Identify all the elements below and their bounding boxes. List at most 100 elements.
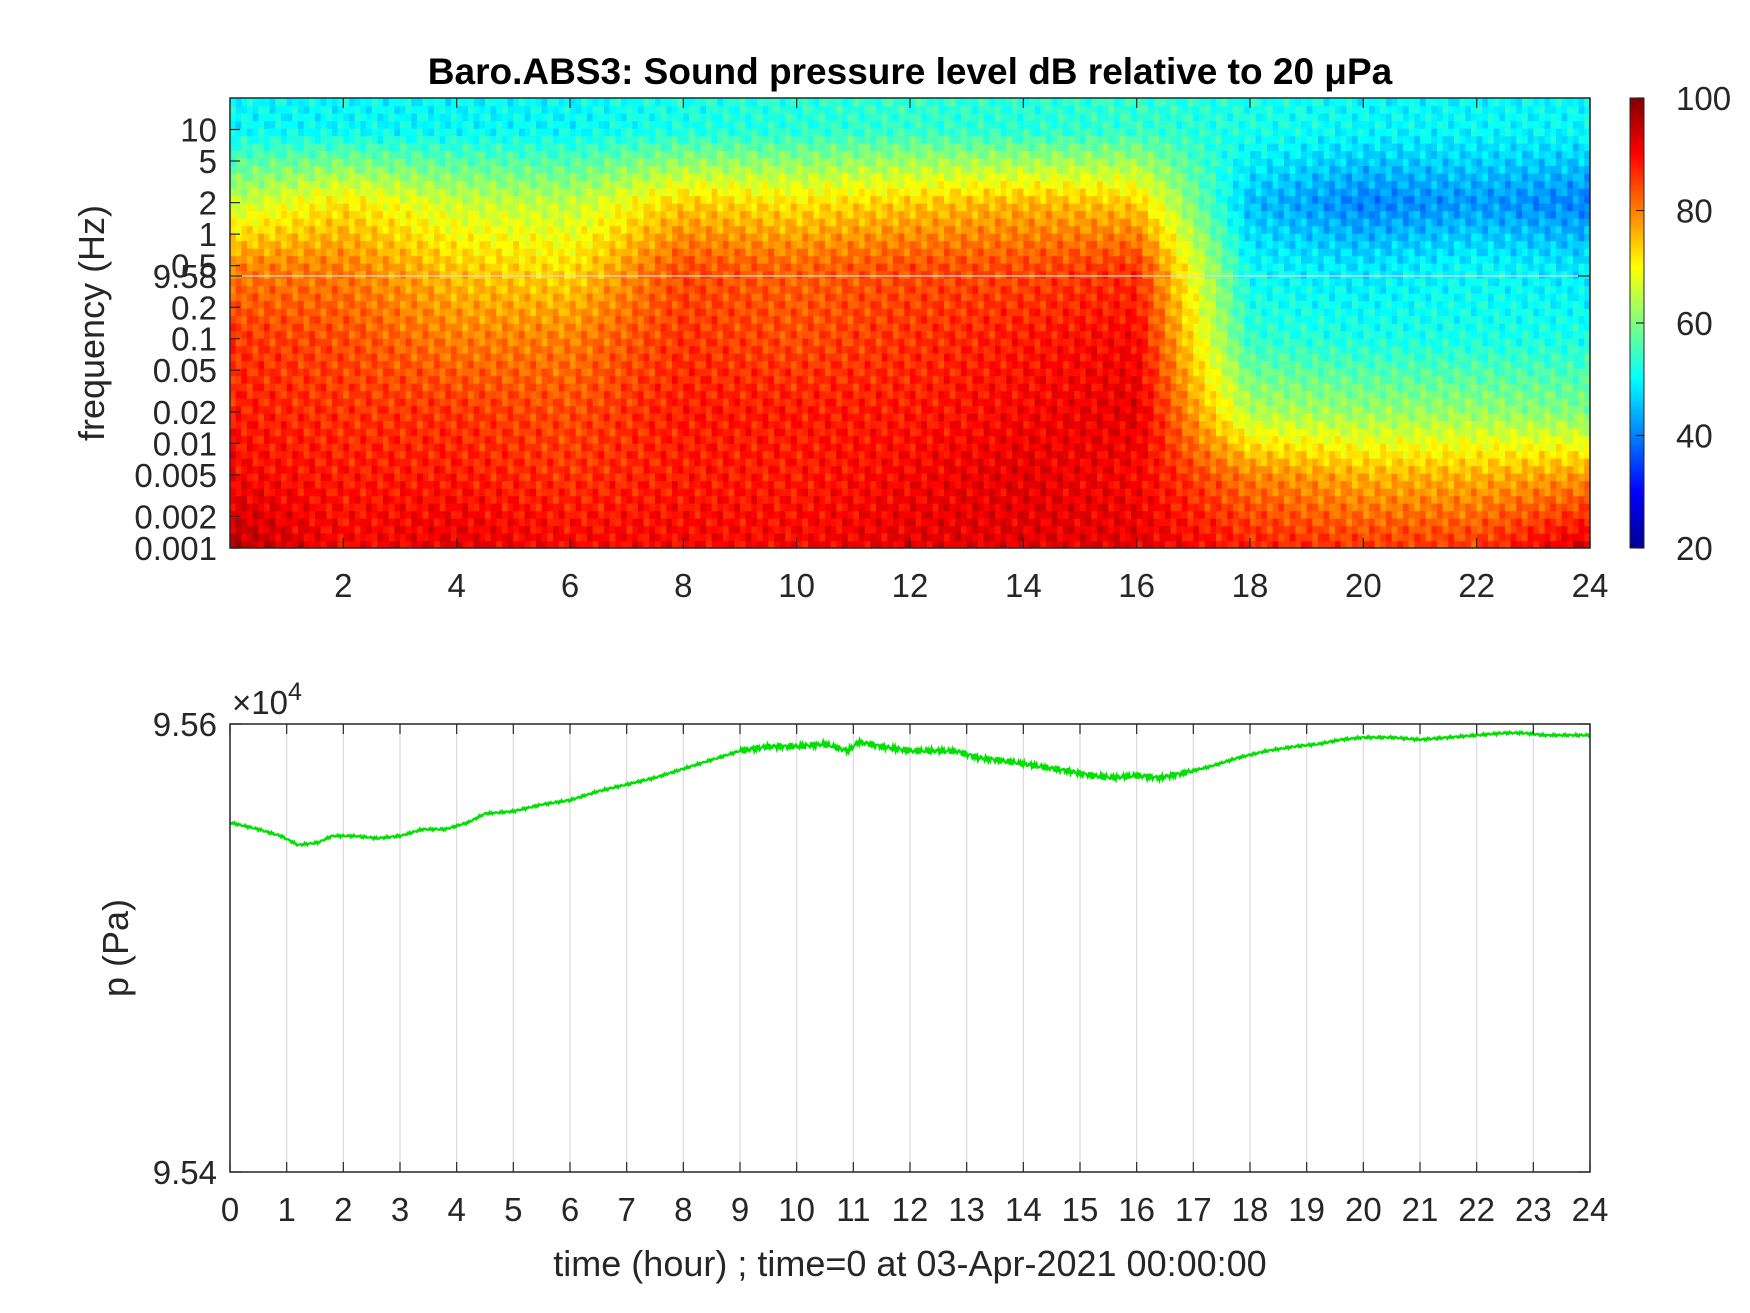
spectrogram-cell [473, 105, 481, 114]
spectrogram-cell [456, 300, 464, 309]
spectrogram-cell [230, 488, 237, 497]
spectrogram-cell [683, 510, 690, 519]
spectrogram-cell [411, 173, 418, 182]
spectrogram-cell [411, 150, 418, 159]
spectrogram-cell [337, 165, 345, 174]
spectrogram-cell [332, 398, 339, 407]
spectrogram-cell [683, 420, 690, 429]
spectrogram-cell [298, 443, 305, 452]
spectrogram-cell [598, 120, 605, 129]
spectrogram-cell [360, 218, 367, 227]
spectrogram-cell [689, 188, 696, 197]
spectrogram-cell [315, 300, 322, 309]
spectrogram-cell [371, 473, 379, 482]
spectrogram-cell [615, 315, 622, 324]
spectrogram-cell [434, 495, 441, 504]
spectrogram-cell [235, 383, 243, 392]
spectrogram-cell [536, 450, 543, 459]
spectrogram-cell [587, 443, 594, 452]
spectrogram-cell [252, 540, 260, 548]
spectrogram-cell [655, 510, 662, 519]
spectrogram-cell [275, 368, 282, 377]
spectrogram-cell [411, 270, 418, 279]
spectrogram-cell [485, 450, 492, 459]
spectrogram-cell [388, 278, 396, 287]
spectrogram-cell [286, 293, 294, 302]
spectrogram-cell [575, 180, 583, 189]
spectrogram-cell [513, 390, 520, 399]
spectrogram-cell [394, 255, 401, 264]
spectrogram-cell [422, 270, 430, 279]
spectrogram-cell [643, 113, 651, 122]
spectrogram-cell [451, 285, 458, 294]
spectrogram-cell [422, 428, 430, 437]
spectrogram-cell [553, 360, 560, 369]
spectrogram-cell [536, 173, 543, 182]
spectrogram-cell [479, 533, 486, 542]
spectrogram-cell [241, 120, 248, 129]
spectrogram-cell [519, 270, 526, 279]
spectrogram-cell [502, 113, 509, 122]
spectrogram-cell [604, 98, 611, 107]
spectrogram-cell [337, 503, 345, 512]
spectrogram-cell [513, 540, 520, 548]
spectrogram-cell [417, 308, 424, 317]
spectrogram-cell [286, 488, 294, 497]
spectrogram-cell [320, 263, 328, 272]
spectrogram-cell [230, 158, 237, 167]
spectrogram-cell [292, 368, 299, 377]
spectrogram-cell [241, 510, 248, 519]
spectrogram-cell [332, 195, 339, 204]
spectrogram-cell [445, 488, 452, 497]
spectrogram-cell [258, 240, 265, 249]
spectrogram-cell [643, 473, 651, 482]
spectrogram-cell [394, 420, 401, 429]
spectrogram-cell [434, 345, 441, 354]
spectrogram-cell [400, 428, 407, 437]
spectrogram-cell [332, 488, 339, 497]
spectrogram-cell [298, 218, 305, 227]
spectrogram-cell [400, 353, 407, 362]
spectrogram-cell [298, 293, 305, 302]
spectrogram-cell [587, 495, 594, 504]
spectrogram-cell [230, 503, 237, 512]
spectrogram-cell [485, 255, 492, 264]
spectrogram-cell [638, 308, 645, 317]
spectrogram-cell [400, 375, 407, 384]
spectrogram-cell [660, 188, 668, 197]
spectrogram-cell [394, 113, 401, 122]
spectrogram-cell [575, 225, 583, 234]
spectrogram-cell [383, 360, 390, 369]
spectrogram-cell [343, 443, 350, 452]
spectrogram-cell [581, 330, 588, 339]
spectrogram-cell [456, 488, 464, 497]
spectrogram-cell [275, 525, 282, 534]
spectrogram-cell [490, 218, 498, 227]
spectrogram-cell [241, 150, 248, 159]
spectrogram-cell [598, 98, 605, 107]
spectrogram-cell [462, 300, 469, 309]
spectrogram-cell [235, 495, 243, 504]
spectrogram-cell [677, 173, 685, 182]
spectrogram-cell [700, 480, 707, 489]
spectrogram-cell [598, 308, 605, 317]
spectrogram-cell [315, 353, 322, 362]
spectrogram-cell [360, 308, 367, 317]
spectrogram-cell [332, 285, 339, 294]
spectrogram-cell [269, 518, 277, 527]
spectrogram-cell [632, 248, 639, 257]
spectrogram-cell [383, 143, 390, 152]
spectrogram-cell [689, 428, 696, 437]
spectrogram-cell [524, 308, 532, 317]
spectrogram-cell [638, 113, 645, 122]
spectrogram-cell [490, 353, 498, 362]
spectrogram-cell [343, 233, 350, 242]
spectrogram-cell [547, 203, 554, 212]
spectrogram-cell [677, 248, 685, 257]
spectrogram-cell [541, 270, 549, 279]
spectrogram-cell [264, 225, 271, 234]
spectrogram-cell [439, 165, 447, 174]
spectrogram-cell [343, 135, 350, 144]
spectrogram-cell [303, 248, 311, 257]
spectrogram-cell [377, 488, 384, 497]
